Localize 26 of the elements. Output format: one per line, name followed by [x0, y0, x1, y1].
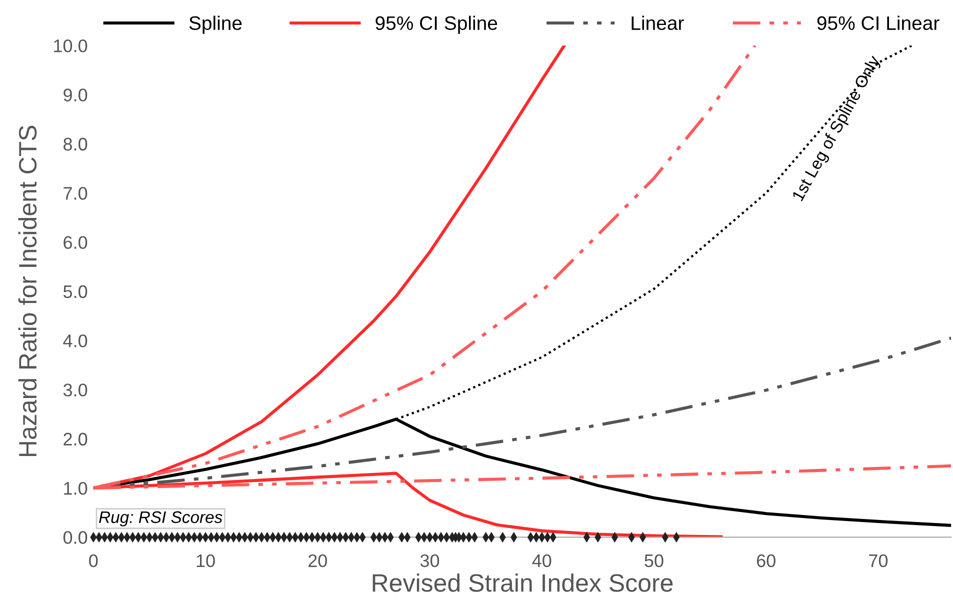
y-axis-title: Hazard Ratio for Incident CTS	[18, 126, 37, 456]
x-tick-label: 40	[532, 554, 552, 568]
y-tick-label: 0.0	[63, 531, 88, 544]
y-tick-label: 1.0	[64, 482, 88, 495]
legend-label: Linear	[632, 16, 684, 30]
x-tick-label: 10	[196, 554, 215, 568]
x-tick-label: 30	[420, 554, 440, 568]
x-tick-label: 50	[644, 554, 664, 568]
legend-label: Spline	[189, 16, 242, 34]
x-axis-title: Revised Strain Index Score	[372, 573, 673, 592]
y-tick-label: 2.0	[64, 432, 88, 446]
y-tick-label: 10.0	[54, 39, 88, 52]
y-tick-label: 3.0	[63, 384, 88, 396]
y-tick-label: 4.0	[63, 334, 88, 348]
y-tick-label: 6.0	[64, 236, 88, 249]
x-tick-label: 0	[89, 554, 98, 568]
y-tick-label: 9.0	[64, 88, 88, 102]
legend-label: 95% CI Spline	[376, 16, 498, 34]
x-tick-label: 70	[869, 554, 888, 568]
y-tick-label: 5.0	[63, 285, 88, 298]
y-tick-label: 8.0	[64, 138, 88, 151]
y-tick-label: 7.0	[64, 186, 88, 200]
x-tick-label: 60	[756, 554, 776, 568]
legend-label: 95% CI Linear	[817, 16, 940, 30]
x-tick-label: 20	[308, 554, 327, 568]
annotation: Rug: RSI Scores	[99, 511, 222, 526]
